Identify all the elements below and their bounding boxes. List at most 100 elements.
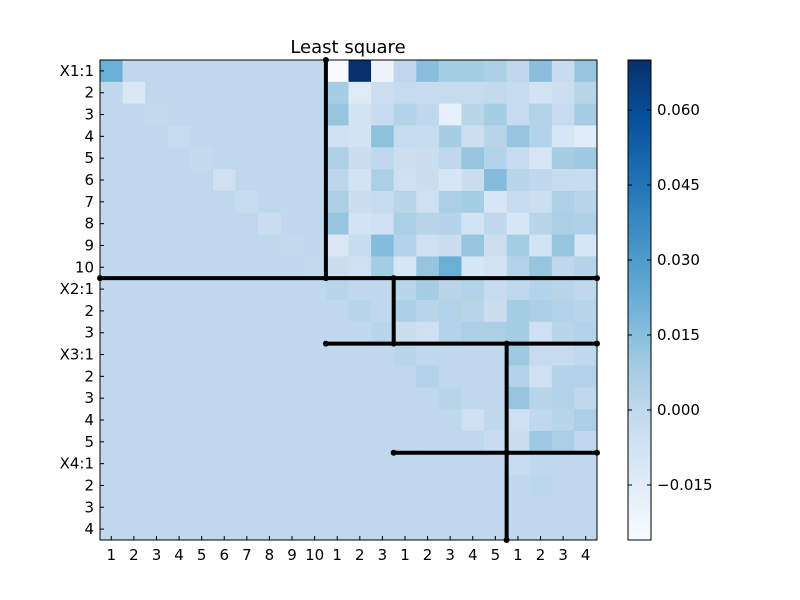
heatmap-cell <box>529 474 553 497</box>
heatmap-cell <box>348 300 372 323</box>
heatmap-cell <box>235 147 259 170</box>
heatmap-cell <box>393 103 417 126</box>
heatmap-cell <box>280 409 304 432</box>
heatmap-cell <box>235 212 259 235</box>
column-tick-label: 2 <box>536 546 546 564</box>
heatmap-cell <box>461 430 485 454</box>
heatmap-cell <box>303 212 327 235</box>
heatmap-cell <box>506 169 530 192</box>
heatmap-cell <box>258 409 282 432</box>
colorbar-tick-label: 0.030 <box>657 251 700 269</box>
heatmap-cell <box>235 125 259 148</box>
heatmap-cell <box>371 430 394 454</box>
heatmap-cell <box>280 518 304 541</box>
heatmap-cell <box>100 430 123 454</box>
block-boundary-endpoint <box>390 275 397 282</box>
heatmap-cell <box>529 190 553 214</box>
row-tick-label: 4 <box>84 127 94 145</box>
row-tick-label: 5 <box>84 149 94 167</box>
row-tick-label: X1:1 <box>60 62 94 80</box>
heatmap-cell <box>348 234 372 257</box>
heatmap-cell <box>551 125 575 148</box>
heatmap-cell <box>551 147 575 170</box>
heatmap-cell <box>438 169 462 192</box>
heatmap-cell <box>416 60 440 83</box>
block-boundary-endpoint <box>390 449 397 456</box>
heatmap-cell <box>167 147 191 170</box>
heatmap-cell <box>167 474 191 497</box>
heatmap-cell <box>280 387 304 410</box>
heatmap-cell <box>348 125 372 148</box>
heatmap-cell <box>325 169 349 192</box>
heatmap-cell <box>438 256 462 279</box>
heatmap-cell <box>416 212 440 235</box>
heatmap-cell <box>529 60 553 83</box>
block-boundary-lines <box>97 57 600 543</box>
heatmap-cell <box>371 103 394 126</box>
heatmap-cell <box>371 147 394 170</box>
heatmap-cell <box>100 81 123 104</box>
heatmap-cell <box>438 452 462 475</box>
heatmap-cell <box>461 474 485 497</box>
heatmap-cell <box>122 60 146 83</box>
heatmap-cell <box>100 518 123 541</box>
heatmap-cell <box>348 169 372 192</box>
heatmap-cell <box>122 518 146 541</box>
heatmap-cell <box>280 147 304 170</box>
heatmap-cell <box>212 147 236 170</box>
heatmap-cell <box>122 81 146 104</box>
heatmap-cell <box>506 409 530 432</box>
heatmap-cell <box>551 343 575 366</box>
heatmap-cell <box>100 343 123 366</box>
heatmap-cell <box>167 169 191 192</box>
heatmap-cell <box>484 234 507 257</box>
heatmap-cell <box>258 387 282 410</box>
heatmap-cell <box>551 365 575 388</box>
heatmap-cell <box>145 321 169 344</box>
heatmap-cell <box>258 430 282 454</box>
heatmap-cell <box>348 474 372 497</box>
heatmap-cell <box>348 365 372 388</box>
heatmap-cell <box>258 256 282 279</box>
row-tick-label: 2 <box>84 476 94 494</box>
heatmap-cell <box>167 321 191 344</box>
heatmap-cell <box>529 387 553 410</box>
heatmap-cell <box>393 452 417 475</box>
heatmap-cell <box>506 343 530 366</box>
column-tick-label: 5 <box>491 546 501 564</box>
heatmap-cell <box>303 343 327 366</box>
heatmap-cell <box>235 387 259 410</box>
heatmap-cell <box>484 300 507 323</box>
row-tick-label: 6 <box>84 171 94 189</box>
block-boundary-endpoint <box>322 340 329 347</box>
heatmap-cell <box>506 212 530 235</box>
heatmap-cell <box>438 234 462 257</box>
heatmap-cell <box>190 321 214 344</box>
heatmap-cell <box>190 365 214 388</box>
heatmap-cell <box>280 300 304 323</box>
heatmap-cell <box>574 365 598 388</box>
heatmap-cell <box>438 103 462 126</box>
row-tick-label: 5 <box>84 433 94 451</box>
heatmap-cell <box>371 234 394 257</box>
colorbar <box>627 59 652 541</box>
heatmap-cell <box>574 409 598 432</box>
heatmap-cell <box>303 234 327 257</box>
heatmap-cell <box>145 474 169 497</box>
heatmap-cell <box>190 125 214 148</box>
heatmap-cell <box>348 190 372 214</box>
heatmap-cell <box>190 234 214 257</box>
heatmap-cell <box>325 212 349 235</box>
heatmap-cell <box>371 212 394 235</box>
column-tick-label: 3 <box>445 546 455 564</box>
heatmap-cell <box>190 474 214 497</box>
heatmap-cell <box>212 125 236 148</box>
heatmap-cell <box>416 278 440 301</box>
heatmap-cell <box>190 60 214 83</box>
heatmap-cell <box>235 103 259 126</box>
heatmap-cell <box>574 256 598 279</box>
heatmap-cell <box>258 125 282 148</box>
heatmap-cell <box>325 387 349 410</box>
heatmap-cell <box>280 474 304 497</box>
heatmap-cell <box>212 234 236 257</box>
